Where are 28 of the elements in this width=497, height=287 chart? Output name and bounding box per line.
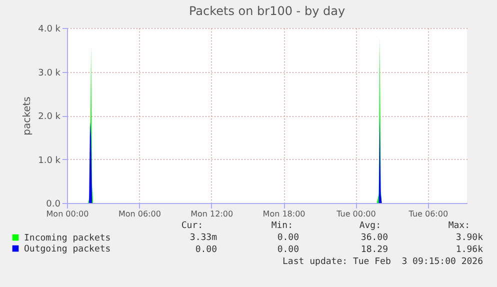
y-tick-label: 2.0 k	[38, 112, 62, 122]
text: 0.00	[195, 245, 217, 256]
chart-title: Packets on br100 - by day	[188, 4, 346, 18]
text: Max:	[448, 221, 470, 232]
text: Min:	[271, 221, 293, 232]
y-tick-label: 4.0 k	[38, 24, 62, 34]
text: 18.29	[360, 245, 388, 256]
text: 1.96k	[456, 245, 483, 256]
x-tick-label: Mon 18:00	[262, 210, 306, 218]
text: Last update: Tue Feb 3 09:15:00 2026	[282, 257, 483, 268]
x-tick-label: Mon 00:00	[46, 210, 89, 218]
y-tick-label: 3.0 k	[38, 68, 62, 78]
text: 0.00	[277, 245, 299, 256]
x-tick-label: Tue 06:00	[408, 210, 448, 218]
text: Avg:	[359, 221, 381, 232]
text: 3.33m	[190, 233, 217, 244]
x-tick-label: Mon 06:00	[118, 210, 161, 218]
y-tick-label: 1.0 k	[38, 156, 62, 166]
x-tick-label: Mon 12:00	[190, 210, 234, 218]
legend-label: Outgoing packets	[24, 244, 111, 254]
y-tick-label: 0.0	[46, 200, 61, 210]
text: 36.00	[360, 233, 388, 244]
legend-label: Incoming packets	[24, 234, 111, 244]
text: 0.00	[277, 233, 299, 244]
text: Cur:	[181, 221, 203, 232]
y-axis-title: packets	[22, 96, 34, 136]
text: 3.90k	[456, 233, 483, 244]
x-tick-label: Tue 00:00	[336, 210, 376, 218]
